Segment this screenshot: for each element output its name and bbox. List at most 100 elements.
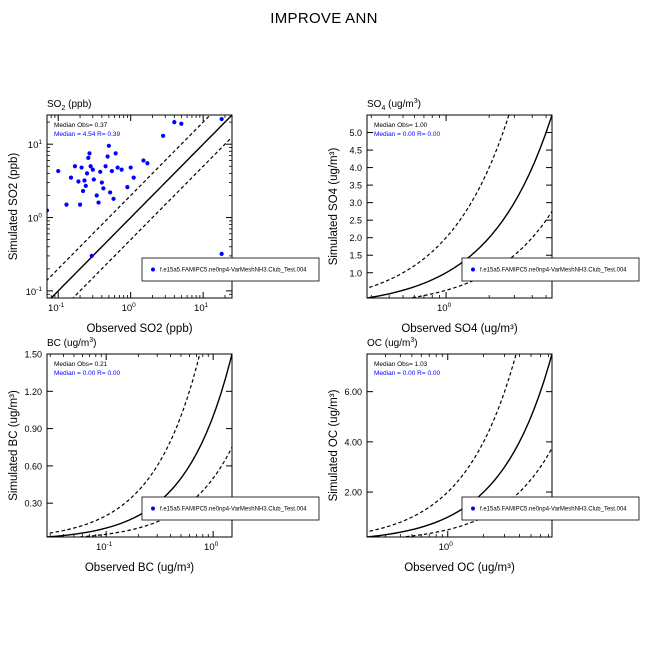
factor-lower-line <box>70 445 232 537</box>
median-obs-label: Median Obs= 0.21 <box>54 361 108 368</box>
y-tick-label: 2.00 <box>344 488 362 498</box>
y-tick-label: 2.5 <box>349 216 362 226</box>
legend-box <box>461 496 640 521</box>
y-tick-label: 4.00 <box>344 437 362 447</box>
legend-label: f.e15a5.FAMIPC5.ne0np4-VarMeshNH3.Club_T… <box>480 268 627 274</box>
median-stats-label: Median = 0.00 R= 0.00 <box>374 370 441 377</box>
data-point <box>91 177 96 182</box>
panel-so4: 100 1.0 1.5 2.0 2.5 3.0 3.5 4.0 4.5 5.0 SO4 (ug/m3… <box>328 98 640 335</box>
plot-frame <box>46 353 233 538</box>
data-point <box>64 202 69 207</box>
legend-marker <box>151 506 155 511</box>
page-title: IMPROVE ANN <box>270 10 378 27</box>
factor-upper-line <box>367 115 510 289</box>
x-tick-label: 10-1 <box>48 302 65 314</box>
median-obs-label: Median Obs= 1.00 <box>374 122 428 129</box>
data-point <box>98 169 103 174</box>
x-tick-label: 100 <box>204 541 219 553</box>
legend-box <box>461 257 640 282</box>
legend-box <box>141 257 320 282</box>
median-obs-label: Median Obs= 0.37 <box>54 122 108 129</box>
data-point <box>119 167 124 172</box>
median-stats-label: Median = 0.00 R= 0.00 <box>374 131 441 138</box>
y-tick-label: 4.0 <box>349 163 362 173</box>
one-to-one-line <box>47 354 232 537</box>
median-stats-label: Median = 0.00 R= 0.00 <box>54 370 121 377</box>
data-point <box>172 120 177 125</box>
factor-lower-line <box>396 446 552 537</box>
data-point <box>131 175 136 180</box>
data-point <box>179 121 184 126</box>
y-axis-label: Simulated SO4 (ug/m³) <box>328 148 340 266</box>
data-point <box>86 155 91 161</box>
median-obs-label: Median Obs= 1.03 <box>374 361 428 368</box>
plot-frame <box>366 114 553 299</box>
data-point <box>76 179 81 184</box>
x-tick-label: 10-1 <box>96 541 113 553</box>
data-point <box>88 164 93 169</box>
data-point <box>90 167 95 172</box>
panel-title: SO2 (ppb) <box>47 99 91 112</box>
data-point <box>77 202 83 207</box>
data-point <box>83 183 88 188</box>
data-point <box>105 154 110 159</box>
y-tick-label: 3.0 <box>349 198 362 208</box>
factor-upper-line <box>47 115 212 282</box>
data-point <box>96 200 101 205</box>
y-tick-label: 0.60 <box>24 461 42 471</box>
y-tick-label: 1.20 <box>24 387 42 397</box>
data-point <box>145 161 150 166</box>
x-axis-label: Observed SO2 (ppb) <box>86 323 192 335</box>
legend-marker <box>151 267 155 272</box>
data-point <box>113 151 118 156</box>
data-point <box>87 151 92 156</box>
y-tick-label: 0.30 <box>24 499 42 509</box>
one-to-one-line <box>367 115 552 298</box>
data-point <box>125 185 130 190</box>
y-tick-label: 1.5 <box>349 251 362 261</box>
data-point <box>219 116 224 122</box>
y-axis-label: Simulated BC (ug/m³) <box>8 390 20 501</box>
data-point <box>161 133 166 138</box>
data-point <box>89 253 94 258</box>
legend-label: f.e15a5.FAMIPC5.ne0np4-VarMeshNH3.Club_T… <box>480 507 627 513</box>
data-point <box>111 196 116 201</box>
data-point <box>108 190 113 195</box>
data-point <box>72 164 78 169</box>
data-point <box>94 193 99 198</box>
data-point <box>47 208 50 213</box>
legend-marker <box>471 506 475 511</box>
plot-frame <box>366 353 553 538</box>
data-point <box>101 186 106 191</box>
legend-box <box>141 496 320 521</box>
data-point <box>82 178 87 183</box>
legend-label: f.e15a5.FAMIPC5.ne0np4-VarMeshNH3.Club_T… <box>160 268 307 274</box>
factor-lower-line <box>72 136 232 298</box>
data-point <box>79 165 84 170</box>
panel-bc: 10-1 100 0.30 0.60 0.90 1.20 1.50 BC (ug/m3) Obs… <box>8 337 320 574</box>
panel-so2: 10-1 100 101 10-1 100 101 SO2 (ppb) Observed SO… <box>8 99 320 335</box>
y-tick-label: 5.0 <box>349 128 362 138</box>
y-tick-label: 3.5 <box>349 181 362 191</box>
data-point <box>68 175 74 180</box>
x-tick-label: 100 <box>439 541 454 553</box>
x-tick-label: 100 <box>122 302 137 314</box>
panel-title: SO4 (ug/m3) <box>367 98 421 112</box>
one-to-one-line <box>50 115 232 298</box>
y-tick-label: 101 <box>28 139 43 151</box>
data-point <box>103 164 108 169</box>
data-point <box>109 168 114 174</box>
data-point <box>84 171 90 176</box>
x-axis-label: Observed SO4 (ug/m³) <box>401 323 517 335</box>
panel-title: BC (ug/m3) <box>47 337 97 349</box>
data-point <box>80 188 86 194</box>
data-point <box>115 165 120 170</box>
data-point <box>56 168 61 174</box>
y-tick-label: 10-1 <box>26 286 43 298</box>
one-to-one-line <box>367 354 552 537</box>
y-tick-label: 6.00 <box>344 387 362 397</box>
panel-oc: 100 2.00 4.00 6.00 OC (ug/m3) Observed OC (ug… <box>328 337 640 574</box>
y-tick-label: 1.0 <box>349 268 362 278</box>
